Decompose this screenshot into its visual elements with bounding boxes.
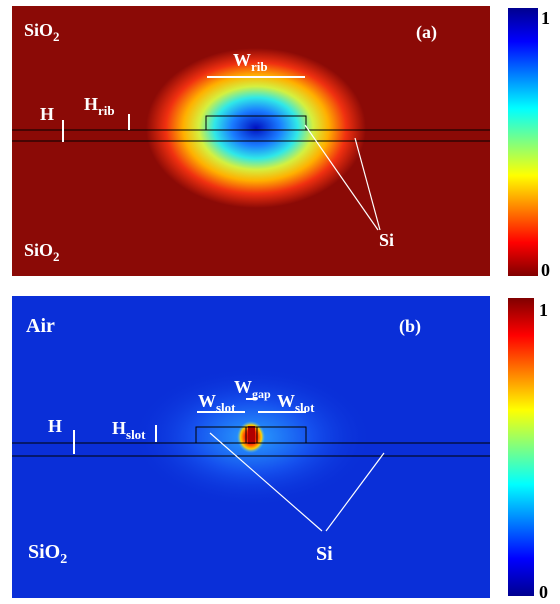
panel-b-bottom-material: SiO2 <box>28 541 67 567</box>
panel-b-colorbar <box>508 298 534 596</box>
panel-b-slot-right-label: Wslot <box>277 391 315 415</box>
panel-a-si-pointer-2 <box>354 137 381 231</box>
panel-a-tag: (a) <box>416 22 437 43</box>
panel-a-top-material: SiO2 <box>24 20 60 44</box>
panel-b-slot-height-label: Hslot <box>112 418 146 442</box>
panel-b-slot-outline <box>195 426 307 444</box>
panel-a-colorbar <box>508 8 538 276</box>
panel-b-si-label: Si <box>316 543 333 565</box>
panel-a-width-label: Wrib <box>233 50 268 74</box>
panel-b-slot-core <box>248 426 255 444</box>
panel-a-colorbar-min: 0 <box>541 260 550 280</box>
panel-a-si-label: Si <box>379 230 394 250</box>
panel-a-si-pointer-1 <box>304 124 379 231</box>
panel-a-rib-height-label: Hrib <box>84 94 115 118</box>
panel-a: SiO2 (a) Wrib H Hrib Si SiO2 1 0 <box>12 6 550 280</box>
panel-a-colorbar-max: 1 <box>541 8 550 28</box>
panel-b-gap-label: Wgap <box>234 377 271 401</box>
panel-b-colorbar-min: 0 <box>539 582 548 602</box>
panel-a-rib-outline <box>205 115 307 131</box>
panel-a-bottom-material: SiO2 <box>24 240 60 264</box>
panel-a-mode-profile <box>146 48 366 208</box>
panel-b: Air (b) Wgap Wslot Wslot H Hslot Si SiO2… <box>12 296 548 602</box>
panel-b-height-label: H <box>48 416 62 436</box>
panel-b-colorbar-max: 1 <box>539 300 548 320</box>
panel-b-si-pointer-2 <box>325 452 385 532</box>
panel-a-height-label: H <box>40 104 54 124</box>
panel-b-tag: (b) <box>399 316 421 337</box>
panel-b-si-pointer-1 <box>209 432 323 532</box>
panel-b-slot-left-label: Wslot <box>198 391 236 415</box>
panel-b-top-material: Air <box>26 315 55 337</box>
